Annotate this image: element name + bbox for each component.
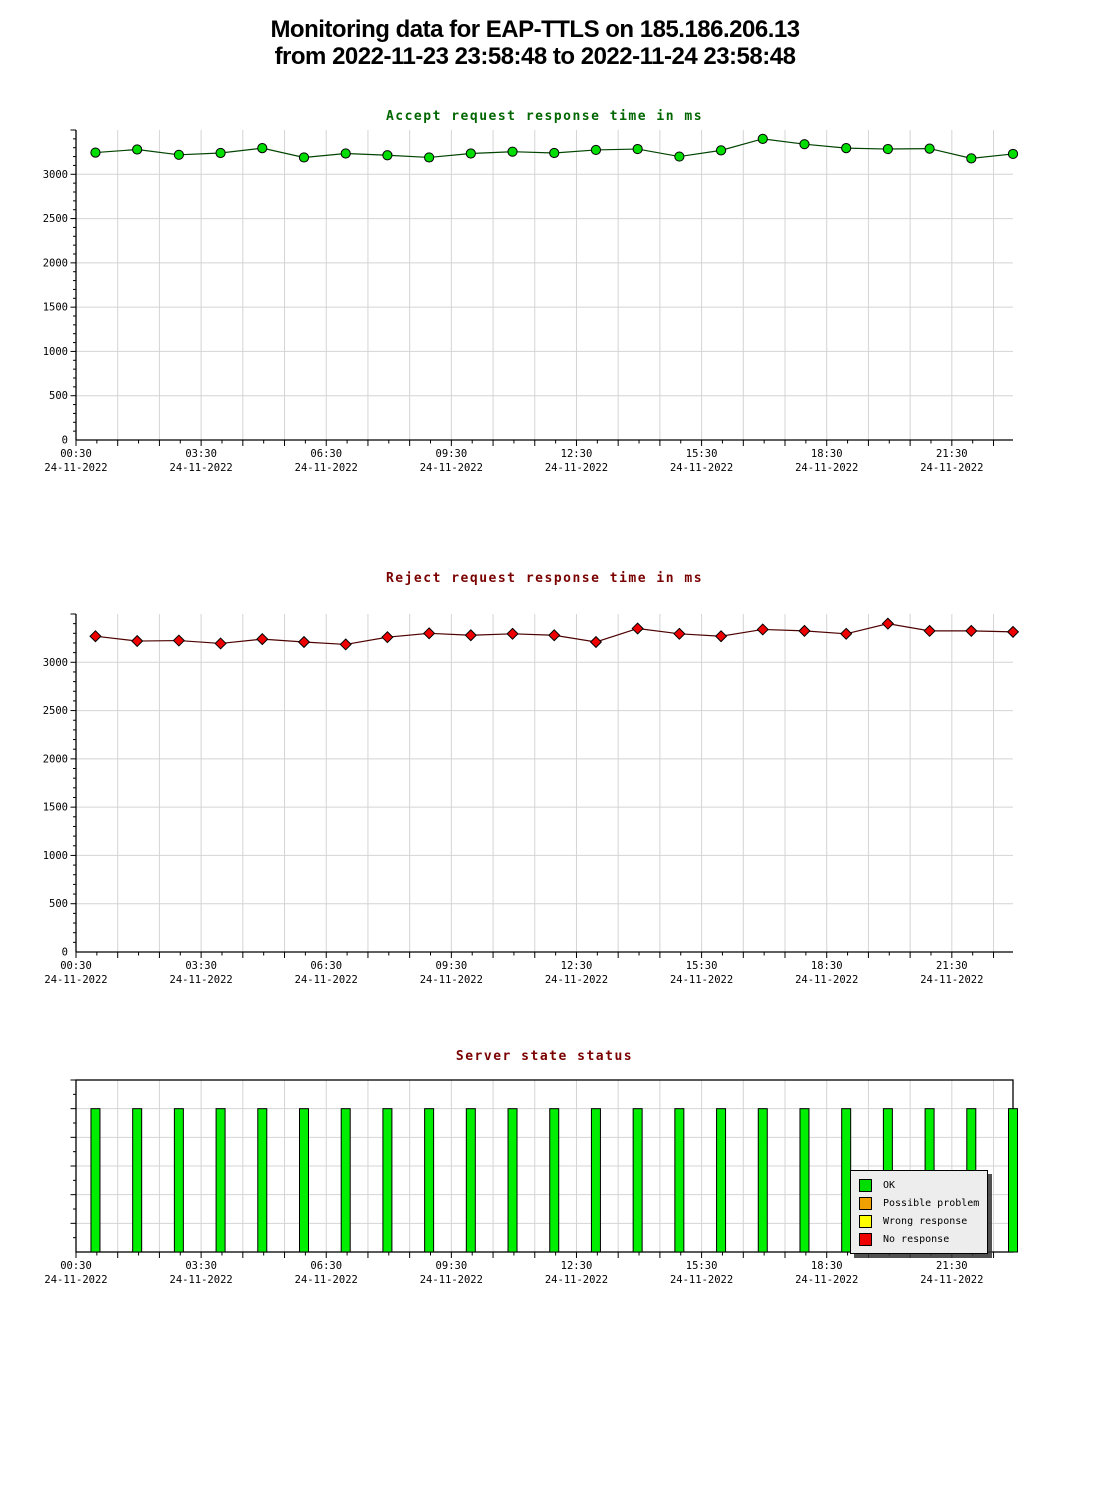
svg-text:24-11-2022: 24-11-2022 [420, 1274, 483, 1286]
svg-text:24-11-2022: 24-11-2022 [670, 1274, 733, 1286]
svg-text:15:30: 15:30 [686, 448, 718, 460]
svg-text:00:30: 00:30 [60, 1260, 92, 1272]
accept-chart-plot: 0 500 1000 1500 2000 2500 3000 00:30 24-11-2022 0… [43, 129, 1019, 474]
svg-text:09:30: 09:30 [436, 960, 468, 972]
svg-text:03:30: 03:30 [185, 960, 217, 972]
legend-swatch-icon [859, 1232, 872, 1246]
svg-text:24-11-2022: 24-11-2022 [170, 974, 233, 986]
svg-text:24-11-2022: 24-11-2022 [545, 974, 608, 986]
legend-label: Wrong response [883, 1215, 968, 1227]
svg-text:15:30: 15:30 [686, 1260, 718, 1272]
svg-text:500: 500 [49, 898, 68, 910]
legend: OK Possible problem Wrong response No respo… [850, 1170, 988, 1254]
svg-text:09:30: 09:30 [436, 448, 468, 460]
legend-label: OK [883, 1179, 896, 1191]
svg-text:500: 500 [49, 390, 68, 402]
svg-text:24-11-2022: 24-11-2022 [795, 974, 858, 986]
svg-text:1000: 1000 [43, 346, 68, 358]
svg-text:24-11-2022: 24-11-2022 [670, 974, 733, 986]
svg-text:21:30: 21:30 [936, 960, 968, 972]
server-state-chart-title: Server state status [455, 1049, 634, 1064]
svg-text:21:30: 21:30 [936, 1260, 968, 1272]
svg-text:00:30: 00:30 [60, 960, 92, 972]
svg-text:24-11-2022: 24-11-2022 [420, 974, 483, 986]
svg-text:24-11-2022: 24-11-2022 [420, 462, 483, 474]
svg-text:03:30: 03:30 [185, 1260, 217, 1272]
server-state-chart-plot: 00:30 24-11-2022 03:30 24-11-2022 06:30 24-11… [44, 1079, 1018, 1286]
legend-item-no-response: No response [851, 1230, 987, 1248]
svg-text:24-11-2022: 24-11-2022 [295, 1274, 358, 1286]
svg-text:24-11-2022: 24-11-2022 [545, 1274, 608, 1286]
svg-text:1000: 1000 [43, 850, 68, 862]
svg-text:2000: 2000 [43, 257, 68, 269]
legend-item-wrong-response: Wrong response [851, 1212, 987, 1230]
svg-text:24-11-2022: 24-11-2022 [920, 974, 983, 986]
svg-text:03:30: 03:30 [185, 448, 217, 460]
svg-text:18:30: 18:30 [811, 1260, 843, 1272]
svg-text:1500: 1500 [43, 302, 68, 314]
reject-chart-plot: 0 500 1000 1500 2000 2500 3000 00:30 24-11-2022 0… [43, 613, 1020, 986]
legend-item-possible-problem: Possible problem [851, 1194, 987, 1212]
svg-text:12:30: 12:30 [561, 960, 593, 972]
svg-text:12:30: 12:30 [561, 448, 593, 460]
svg-text:0: 0 [62, 947, 68, 959]
svg-text:24-11-2022: 24-11-2022 [920, 1274, 983, 1286]
svg-text:24-11-2022: 24-11-2022 [44, 1274, 107, 1286]
svg-text:2500: 2500 [43, 213, 68, 225]
svg-text:06:30: 06:30 [310, 1260, 342, 1272]
svg-text:24-11-2022: 24-11-2022 [545, 462, 608, 474]
svg-text:24-11-2022: 24-11-2022 [795, 1274, 858, 1286]
svg-text:1500: 1500 [43, 802, 68, 814]
reject-chart-title: Reject request response time in ms [385, 571, 704, 586]
svg-text:06:30: 06:30 [310, 448, 342, 460]
svg-text:15:30: 15:30 [686, 960, 718, 972]
svg-text:24-11-2022: 24-11-2022 [170, 462, 233, 474]
svg-text:24-11-2022: 24-11-2022 [44, 974, 107, 986]
page-title-line1: Monitoring data for EAP-TTLS on 185.186.… [270, 16, 800, 43]
accept-chart-title: Accept request response time in ms [385, 109, 704, 124]
svg-text:2000: 2000 [43, 753, 68, 765]
svg-text:18:30: 18:30 [811, 448, 843, 460]
svg-text:3000: 3000 [43, 169, 68, 181]
svg-text:18:30: 18:30 [811, 960, 843, 972]
svg-text:21:30: 21:30 [936, 448, 968, 460]
svg-text:24-11-2022: 24-11-2022 [920, 462, 983, 474]
svg-text:0: 0 [62, 435, 68, 447]
svg-text:3000: 3000 [43, 657, 68, 669]
legend-item-ok: OK [851, 1176, 987, 1194]
svg-text:24-11-2022: 24-11-2022 [795, 462, 858, 474]
svg-text:09:30: 09:30 [436, 1260, 468, 1272]
page-title-line2: from 2022-11-23 23:58:48 to 2022-11-24 2… [274, 43, 796, 70]
svg-text:24-11-2022: 24-11-2022 [170, 1274, 233, 1286]
svg-text:24-11-2022: 24-11-2022 [44, 462, 107, 474]
svg-text:12:30: 12:30 [561, 1260, 593, 1272]
svg-text:24-11-2022: 24-11-2022 [295, 974, 358, 986]
svg-text:24-11-2022: 24-11-2022 [295, 462, 358, 474]
svg-text:2500: 2500 [43, 705, 68, 717]
legend-label: Possible problem [883, 1197, 980, 1209]
svg-text:06:30: 06:30 [310, 960, 342, 972]
page-title: Monitoring data for EAP-TTLS on 185.186.… [0, 16, 1070, 70]
legend-label: No response [883, 1233, 950, 1245]
legend-swatch-icon [859, 1214, 872, 1228]
legend-swatch-icon [859, 1178, 872, 1192]
svg-text:24-11-2022: 24-11-2022 [670, 462, 733, 474]
svg-text:00:30: 00:30 [60, 448, 92, 460]
legend-swatch-icon [859, 1196, 872, 1210]
